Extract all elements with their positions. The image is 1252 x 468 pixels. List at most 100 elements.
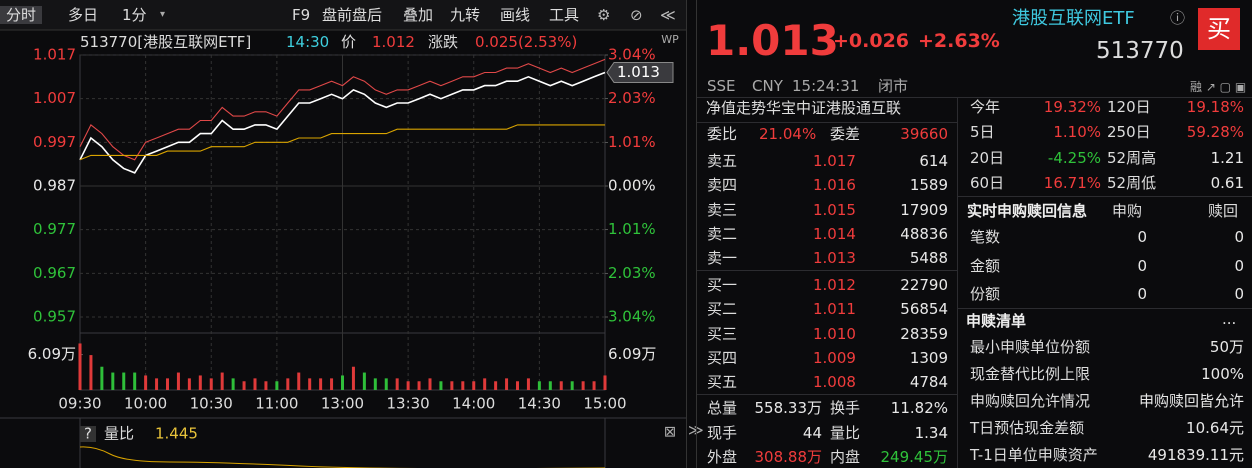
volume-bar [450, 381, 454, 390]
creation-value: 0 [1137, 256, 1147, 275]
volume-bar [297, 372, 301, 390]
y2-tick-label: 3.04% [608, 308, 656, 326]
perf-value: 0.61 [1210, 173, 1244, 192]
volume-bar [176, 372, 180, 390]
separator [697, 394, 957, 395]
price-line [79, 124, 605, 161]
tool[interactable]: 盘前盘后 [322, 6, 383, 24]
volume-bar [516, 381, 519, 390]
quote-meta: CNY [752, 77, 783, 95]
book-label: 卖一 [707, 249, 738, 268]
list-value: 10.64元 [1186, 419, 1244, 437]
volume-bar [483, 378, 487, 390]
tool[interactable]: F9 [292, 6, 311, 24]
volume-bar [428, 378, 432, 390]
quote-change: +0.026 [833, 30, 910, 52]
x-tick-label: 10:00 [124, 395, 167, 413]
y-tick-label: 0.987 [33, 177, 76, 195]
volume-bar [581, 381, 585, 390]
book-price: 1.009 [813, 348, 856, 367]
list-label: T-1日单位申赎资产 [970, 446, 1098, 464]
volume-bar [242, 381, 246, 390]
x-tick-label: 14:30 [518, 395, 561, 413]
list-value: 申购赎回皆允许 [1138, 392, 1244, 410]
book-volume: 5488 [909, 249, 948, 268]
y-tick-label: 0.967 [33, 264, 76, 282]
chart: ? 量比 1.445 ⊠ WP 1.017 1.007 0.997 0.987 0.97… [0, 29, 686, 468]
perf-label: 5日 [970, 123, 995, 142]
creation-value: 0 [1137, 228, 1147, 246]
stat-label: 内盘 [830, 448, 861, 466]
separator [958, 308, 1252, 309]
quote-pct: +2.63% [918, 30, 1000, 52]
volume-bar [100, 366, 104, 390]
tab[interactable]: 1分 [122, 6, 147, 24]
book-volume: 1309 [909, 348, 948, 367]
book-price: 1.014 [813, 224, 856, 243]
book-label: 买四 [707, 348, 738, 367]
diff-label: 委差 [830, 125, 861, 143]
list-value: 100% [1201, 365, 1244, 383]
tab[interactable]: 多日 [68, 6, 99, 24]
ratio-value: 21.04% [759, 125, 817, 143]
x-tick-label: 14:00 [452, 395, 495, 413]
perf-value: 59.28% [1186, 123, 1244, 142]
perf-label: 52周高 [1107, 148, 1157, 167]
stat-label: 量比 [830, 423, 861, 442]
info-price-label: 价 [341, 33, 357, 51]
help-icon-text: ? [84, 425, 92, 443]
y-tick-label: 1.007 [33, 89, 76, 107]
help-icon[interactable] [80, 426, 96, 442]
wp-icon[interactable]: WP [661, 33, 679, 46]
list-value: 491839.11元 [1147, 446, 1244, 464]
y-tick-label: 1.017 [33, 46, 76, 64]
price-line [79, 58, 606, 161]
volume-bar [548, 381, 552, 390]
creation-value: 0 [1234, 228, 1244, 246]
stat-label: 现手 [707, 423, 738, 442]
y2-tick-label: 1.01% [608, 220, 656, 238]
stat-value: 44 [802, 423, 822, 442]
volume-bar [439, 381, 443, 390]
y-tick-label: 0.977 [33, 220, 76, 238]
tab[interactable]: 分时 [0, 6, 43, 24]
tool[interactable]: 九转 [450, 6, 481, 24]
list-more[interactable]: ... [1222, 310, 1237, 328]
collapse-icon[interactable]: ≪ [660, 6, 676, 24]
volume-bar [461, 381, 465, 390]
close-icon[interactable]: ⊠ [664, 423, 677, 441]
settings-icon[interactable]: ⚙ [597, 6, 611, 24]
volume-bar [166, 378, 169, 390]
perf-value: 1.10% [1053, 123, 1101, 142]
volume-bar [603, 375, 607, 390]
diff-value: 39660 [900, 125, 948, 143]
volume-bar [198, 375, 202, 390]
volume-bar [308, 378, 312, 390]
creation-label: 金额 [970, 256, 1001, 275]
panel-icons[interactable]: 融 ↗ ▢ ▣ [1190, 80, 1247, 94]
book-label: 卖三 [707, 200, 738, 219]
stat-value: 558.33万 [754, 399, 823, 417]
y2-tick-label: 2.03% [608, 89, 656, 107]
volume-tick-label-right: 6.09万 [608, 345, 656, 363]
dropdown-arrow[interactable]: ▾ [160, 9, 166, 20]
perf-value: 1.21 [1210, 148, 1244, 167]
tool[interactable]: 工具 [549, 6, 580, 24]
creation-col: 赎回 [1208, 202, 1239, 220]
tool[interactable]: 叠加 [403, 6, 434, 24]
tool[interactable]: 画线 [500, 6, 531, 24]
book-price: 1.011 [813, 300, 856, 319]
book-label: 买三 [707, 324, 738, 343]
volume-bar [319, 378, 323, 390]
x-tick-label: 10:30 [190, 395, 233, 413]
expand-icon[interactable]: ≫ [688, 421, 704, 439]
volume-bar [570, 381, 574, 390]
buy-button[interactable]: 买 [1198, 8, 1240, 50]
book-price: 1.016 [813, 176, 856, 195]
hide-icon[interactable]: ⊘ [630, 6, 643, 24]
info-icon[interactable]: ⓘ [1170, 9, 1186, 27]
volume-bar [494, 381, 498, 390]
book-volume: 4784 [909, 373, 948, 392]
volume-bar [253, 378, 257, 390]
stat-label: 换手 [830, 399, 861, 417]
